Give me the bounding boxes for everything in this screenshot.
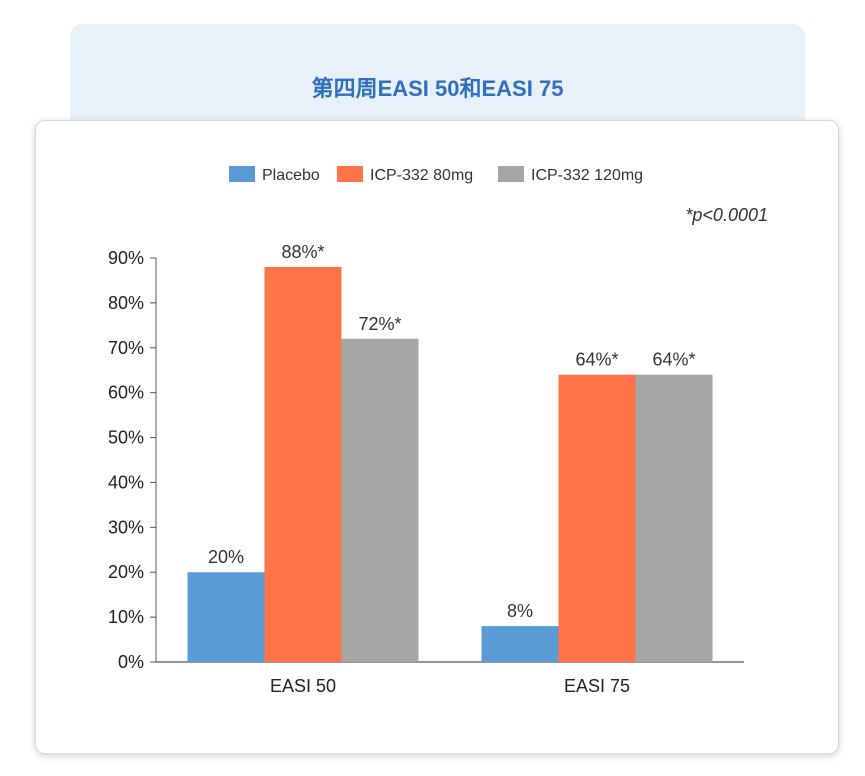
bar xyxy=(635,374,713,662)
y-tick-label: 60% xyxy=(108,383,144,403)
bar xyxy=(187,572,265,662)
bar xyxy=(481,626,559,662)
chart-title: 第四周EASI 50和EASI 75 xyxy=(311,76,564,101)
bar xyxy=(341,338,419,662)
y-tick-label: 0% xyxy=(118,652,144,672)
bar xyxy=(558,374,636,662)
legend-label: ICP-332 120mg xyxy=(531,167,643,184)
data-label: 72%* xyxy=(358,314,401,334)
y-tick-label: 90% xyxy=(108,248,144,268)
y-tick-label: 50% xyxy=(108,428,144,448)
y-tick-label: 10% xyxy=(108,607,144,627)
bar-chart: 0% 10% 20% 30% 40% 50% 60% 70% 80% 90% 20% 88%* 72%*… xyxy=(108,166,768,696)
legend-label: ICP-332 80mg xyxy=(370,167,473,184)
legend-swatch xyxy=(498,166,524,182)
y-tick-label: 80% xyxy=(108,293,144,313)
y-tick-label: 20% xyxy=(108,562,144,582)
legend-label: Placebo xyxy=(262,167,320,184)
legend-swatch xyxy=(337,166,363,182)
y-tick-label: 30% xyxy=(108,517,144,537)
x-tick-label: EASI 75 xyxy=(564,676,630,696)
x-tick-label: EASI 50 xyxy=(270,676,336,696)
data-label: 8% xyxy=(507,601,533,621)
legend-swatch xyxy=(229,166,255,182)
data-label: 88%* xyxy=(281,242,324,262)
data-label: 64%* xyxy=(652,350,695,370)
significance-note: *p<0.0001 xyxy=(685,205,768,225)
chart-card: 0% 10% 20% 30% 40% 50% 60% 70% 80% 90% 20% 88%* 72%*… xyxy=(35,120,839,754)
y-tick-label: 40% xyxy=(108,472,144,492)
bar xyxy=(264,266,342,662)
y-tick-label: 70% xyxy=(108,338,144,358)
data-label: 20% xyxy=(208,547,244,567)
data-label: 64%* xyxy=(575,350,618,370)
